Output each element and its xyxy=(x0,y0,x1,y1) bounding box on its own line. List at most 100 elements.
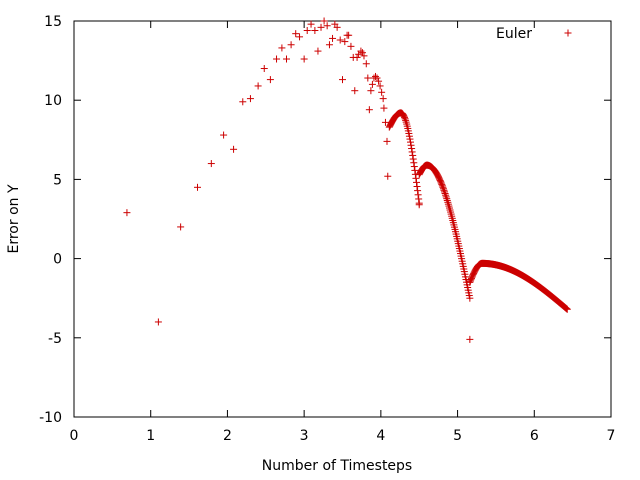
y-tick-label: 0 xyxy=(53,252,62,268)
data-point xyxy=(407,141,415,149)
data-point xyxy=(323,22,331,30)
data-point xyxy=(336,36,344,44)
data-point xyxy=(333,23,341,31)
data-point xyxy=(415,195,423,203)
data-point xyxy=(353,53,361,61)
data-point xyxy=(230,145,238,153)
data-point xyxy=(296,33,304,41)
data-point xyxy=(413,182,421,190)
data-point xyxy=(444,198,452,206)
data-point xyxy=(440,186,448,194)
data-point xyxy=(282,55,290,63)
data-point xyxy=(376,82,384,90)
data-point xyxy=(194,183,202,191)
data-point xyxy=(362,60,370,68)
legend-marker xyxy=(564,29,572,37)
data-point xyxy=(220,131,228,139)
plot-frame xyxy=(73,20,612,418)
plot-border xyxy=(73,20,612,418)
data-point xyxy=(439,185,447,193)
data-point xyxy=(466,294,474,302)
data-point xyxy=(375,77,383,85)
data-point xyxy=(384,172,392,180)
y-tick-label: 10 xyxy=(44,93,62,109)
x-tick-label: 0 xyxy=(70,428,79,444)
data-point xyxy=(367,87,375,95)
data-point xyxy=(408,145,416,153)
data-point xyxy=(364,74,372,82)
data-point xyxy=(177,223,185,231)
legend: Euler xyxy=(496,26,572,42)
axis-tick-labels: 0 1 2 3 4 5 6 7 -10 -5 0 5 10 15 xyxy=(39,14,615,444)
data-point xyxy=(414,191,422,199)
data-point xyxy=(383,137,391,145)
data-points xyxy=(123,17,571,343)
data-point xyxy=(412,178,420,186)
data-point xyxy=(443,196,451,204)
data-point xyxy=(123,209,131,217)
legend-marker-plus xyxy=(564,29,572,37)
axis-ticks xyxy=(73,20,612,418)
data-point xyxy=(360,52,368,60)
data-point xyxy=(246,95,254,103)
data-point xyxy=(300,55,308,63)
data-point xyxy=(239,98,247,106)
data-point xyxy=(287,41,295,49)
legend-label-euler: Euler xyxy=(496,26,532,42)
data-point xyxy=(443,195,451,203)
data-point xyxy=(379,95,387,103)
data-point xyxy=(357,47,365,55)
x-tick-label: 6 xyxy=(530,428,539,444)
data-point xyxy=(154,318,162,326)
data-point xyxy=(410,163,418,171)
data-point xyxy=(266,76,274,84)
data-point xyxy=(378,88,386,96)
data-point xyxy=(441,190,449,198)
data-point xyxy=(439,183,447,191)
data-point xyxy=(278,44,286,52)
data-point xyxy=(317,23,325,31)
data-point xyxy=(292,30,300,38)
data-point xyxy=(441,188,449,196)
data-point xyxy=(207,160,215,168)
y-tick-label: 5 xyxy=(53,172,62,188)
data-point xyxy=(365,106,373,114)
data-point xyxy=(351,87,359,95)
y-tick-label: -10 xyxy=(39,410,62,426)
data-point xyxy=(409,151,417,159)
data-point xyxy=(409,155,417,163)
data-point xyxy=(273,55,281,63)
y-tick-label: -5 xyxy=(48,331,62,347)
x-axis-label: Number of Timesteps xyxy=(262,458,412,474)
data-point xyxy=(407,138,415,146)
data-point xyxy=(415,201,423,209)
data-point xyxy=(466,335,474,343)
x-tick-label: 5 xyxy=(453,428,462,444)
x-tick-label: 1 xyxy=(146,428,155,444)
data-point xyxy=(320,17,328,25)
data-point xyxy=(412,174,420,182)
data-point xyxy=(444,200,452,208)
x-tick-label: 4 xyxy=(376,428,385,444)
data-point xyxy=(358,49,366,57)
data-point xyxy=(254,82,262,90)
data-point xyxy=(438,180,446,188)
data-point xyxy=(438,182,446,190)
data-point xyxy=(260,65,268,73)
y-axis-label: Error on Y xyxy=(6,184,22,253)
data-point xyxy=(381,118,389,126)
data-point xyxy=(325,41,333,49)
data-point xyxy=(406,135,414,143)
data-point xyxy=(442,193,450,201)
data-point xyxy=(414,187,422,195)
data-point xyxy=(401,115,409,123)
data-point xyxy=(347,42,355,50)
data-point xyxy=(368,80,376,88)
data-point xyxy=(380,104,388,112)
data-point xyxy=(563,305,571,313)
data-point xyxy=(345,31,353,39)
data-point xyxy=(411,166,419,174)
data-point xyxy=(408,148,416,156)
data-point xyxy=(373,74,381,82)
